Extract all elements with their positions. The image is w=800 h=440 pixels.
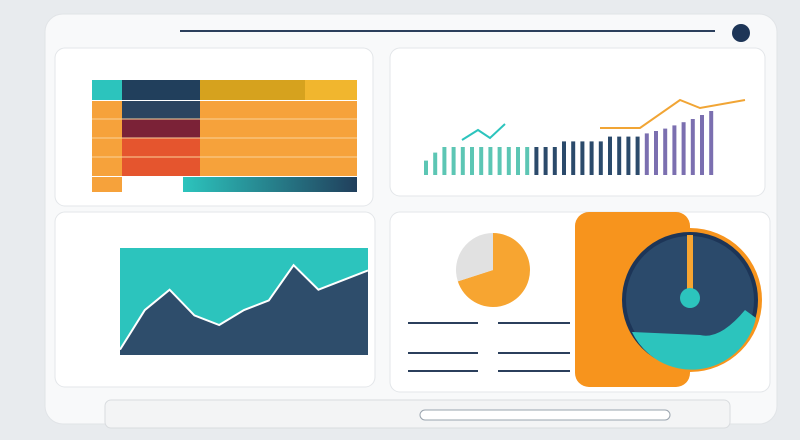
bar — [552, 147, 557, 175]
bar — [571, 141, 576, 175]
bar — [598, 141, 603, 175]
cell — [200, 80, 305, 100]
bar — [442, 147, 447, 175]
bar — [433, 152, 438, 175]
bar — [543, 147, 548, 175]
bar — [506, 147, 511, 175]
bar — [479, 147, 484, 175]
bar — [516, 147, 520, 175]
cell — [92, 177, 122, 192]
bar — [626, 136, 631, 175]
cell — [122, 119, 200, 138]
bar — [635, 136, 640, 175]
bar — [690, 119, 695, 175]
bar — [608, 136, 612, 175]
bar — [497, 147, 502, 175]
bar — [525, 147, 530, 175]
cell — [122, 80, 200, 100]
cell — [305, 80, 357, 100]
search-field[interactable] — [419, 409, 671, 421]
bar-panel — [389, 47, 766, 197]
bar — [451, 147, 456, 175]
gauge-hub — [680, 288, 700, 308]
bar — [672, 125, 677, 175]
bar — [562, 141, 566, 175]
bar — [700, 115, 704, 175]
bar — [424, 160, 428, 175]
area-line — [119, 263, 369, 351]
bar — [488, 147, 493, 175]
bar — [617, 136, 622, 175]
bar — [681, 122, 686, 175]
bar — [580, 141, 585, 175]
bar — [460, 147, 465, 175]
bottom-bar — [104, 399, 731, 429]
cell — [183, 177, 357, 192]
pie-slice — [456, 233, 493, 282]
pie-slice — [457, 233, 531, 307]
profile-button[interactable] — [732, 24, 750, 42]
gauge-arc — [632, 310, 756, 370]
trend-line — [600, 98, 746, 129]
bar — [654, 131, 658, 175]
cell — [92, 80, 122, 100]
trend-line — [461, 123, 506, 141]
bar — [534, 147, 539, 175]
bar — [589, 141, 594, 175]
cell — [122, 101, 200, 119]
bar — [644, 133, 649, 175]
bar — [663, 128, 668, 175]
bar — [709, 111, 714, 175]
bar — [470, 147, 474, 175]
